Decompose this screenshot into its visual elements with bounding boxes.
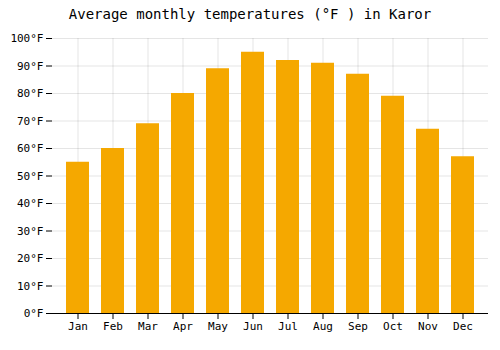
svg-text:Jun: Jun — [243, 320, 263, 333]
svg-text:80°F: 80°F — [17, 87, 44, 100]
svg-text:Sep: Sep — [348, 320, 368, 333]
svg-text:100°F: 100°F — [10, 32, 43, 45]
svg-text:May: May — [208, 320, 228, 333]
svg-text:Jan: Jan — [68, 320, 88, 333]
svg-text:Oct: Oct — [383, 320, 403, 333]
svg-text:10°F: 10°F — [17, 280, 44, 293]
svg-text:0°F: 0°F — [24, 307, 44, 320]
html-text:Average monthly temperatures (: Average monthly temperatures (°F ) in Ka… — [68, 6, 432, 22]
svg-text:Apr: Apr — [173, 320, 193, 333]
svg-text:Nov: Nov — [418, 320, 438, 333]
svg-text:60°F: 60°F — [17, 142, 44, 155]
svg-text:Feb: Feb — [103, 320, 123, 333]
svg-text:30°F: 30°F — [17, 225, 44, 238]
svg-text:20°F: 20°F — [17, 252, 44, 265]
svg-text:Dec: Dec — [453, 320, 473, 333]
svg-text:Jul: Jul — [278, 320, 298, 333]
svg-text:70°F: 70°F — [17, 115, 44, 128]
svg-text:40°F: 40°F — [17, 197, 44, 210]
svg-text:Aug: Aug — [313, 320, 333, 333]
svg-text:Mar: Mar — [138, 320, 158, 333]
svg-text:50°F: 50°F — [17, 170, 44, 183]
svg-text:90°F: 90°F — [17, 60, 44, 73]
